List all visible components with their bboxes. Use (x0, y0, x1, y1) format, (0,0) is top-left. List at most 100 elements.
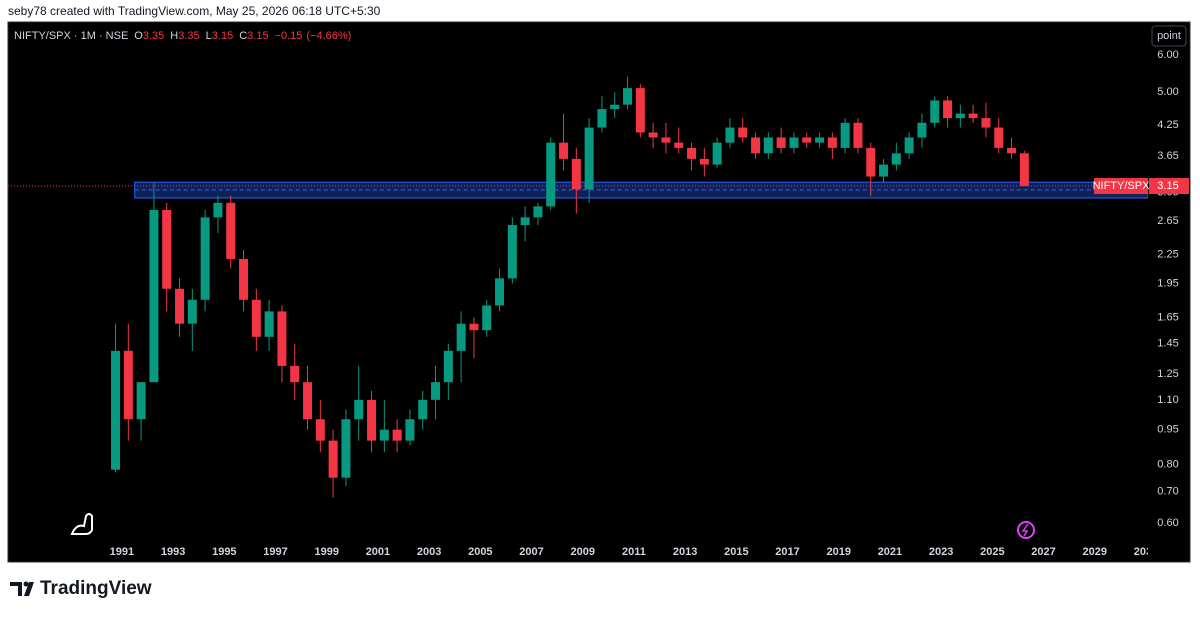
y-tick-label: 2.65 (1157, 215, 1178, 227)
x-tick-label: 2005 (468, 546, 492, 558)
candle-body (712, 142, 722, 165)
candle-body (136, 382, 146, 420)
x-tick-label: 2023 (929, 546, 953, 558)
y-tick-label: 1.10 (1157, 394, 1178, 406)
alert-icon (1017, 521, 1035, 539)
x-tick-label: 2021 (878, 546, 902, 558)
y-tick-label: 4.25 (1157, 119, 1178, 131)
y-tick-label: 0.80 (1157, 458, 1178, 470)
candle-body (917, 122, 927, 138)
candle-body (866, 147, 876, 177)
y-tick-label: 0.70 (1157, 486, 1178, 498)
candle-body (648, 132, 658, 138)
x-tick-label: 2009 (570, 546, 594, 558)
price-tag-name-bg (1094, 178, 1148, 195)
alert-bolt (1021, 523, 1029, 537)
candle-body (674, 142, 684, 148)
candle-body (264, 311, 274, 337)
y-tick-label: 6.00 (1157, 49, 1178, 61)
x-tick-label: 1997 (263, 546, 287, 558)
candle-body (469, 323, 479, 331)
x-tick-label: 2001 (366, 546, 390, 558)
x-tick-label: 2027 (1031, 546, 1055, 558)
candle-body (200, 217, 210, 300)
candle-body (904, 137, 914, 154)
x-tick-label: 2011 (622, 546, 646, 558)
brand-logo (10, 581, 34, 596)
x-tick-label: 2029 (1083, 546, 1107, 558)
candle-body (725, 127, 735, 143)
candle-body (495, 278, 505, 306)
candle-body (584, 127, 594, 190)
mode-button[interactable] (1151, 25, 1187, 47)
candle-body (623, 88, 633, 105)
candle-body (431, 382, 441, 400)
candle-body (533, 206, 543, 218)
legend-value: 3.35 (143, 30, 164, 42)
legend-key: H (170, 30, 178, 42)
x-tick-label: 2019 (827, 546, 851, 558)
candle-body (328, 440, 338, 478)
candle-body (379, 429, 389, 441)
price-tag-value: 3.15 (1157, 180, 1178, 192)
time-axis: 1991 1993 1995 1997 1999 2001 2003 2005 2007 2009… (110, 546, 1158, 558)
y-tick-label: 5.00 (1157, 86, 1178, 98)
legend-title: NIFTY/SPX · 1M · NSE (14, 30, 128, 42)
legend-value: 3.15 (247, 30, 268, 42)
candle-body (763, 137, 773, 154)
price-tag-name: NIFTY/SPX (1093, 180, 1151, 192)
candle-body (507, 225, 517, 279)
candle-body (123, 350, 133, 420)
candle-body (520, 217, 530, 226)
candle-body (930, 100, 940, 123)
y-tick-label: 2.25 (1157, 248, 1178, 260)
candle-body (968, 113, 978, 119)
mode-button-label[interactable]: point (1157, 30, 1181, 42)
brand-name: TradingView (40, 578, 152, 599)
x-tick-label: 2007 (519, 546, 543, 558)
candle-body (175, 288, 185, 324)
y-tick-label: 1.45 (1157, 338, 1178, 350)
x-tick-label: 2013 (673, 546, 697, 558)
candle-body (840, 122, 850, 148)
legend-value: 3.15 (212, 30, 233, 42)
legend-change-pct: (−4.66%) (306, 30, 351, 42)
candle-body (213, 202, 223, 218)
candle-body (943, 100, 953, 119)
candle-body (789, 137, 799, 148)
candle-body (1019, 153, 1029, 187)
brand-mark (10, 582, 22, 596)
candle-body (610, 104, 620, 110)
x-tick-label: 1991 (110, 546, 134, 558)
candle-body (802, 137, 812, 143)
candle-body (815, 137, 825, 143)
candle-body (699, 158, 709, 165)
candle-body (827, 137, 837, 148)
candle-body (571, 158, 581, 190)
candle-body (392, 429, 402, 441)
x-tick-label: 2031 (1134, 546, 1158, 558)
legend-line: NIFTY/SPX · 1M · NSE O3.35 H3.35 L3.15 C3.15… (14, 30, 351, 42)
legend-change: −0.15 (275, 30, 303, 42)
candle-body (776, 137, 786, 148)
candle-body (751, 137, 761, 154)
legend-value: 3.35 (178, 30, 199, 42)
y-tick-label: 1.25 (1157, 368, 1178, 380)
y-tick-label: 3.65 (1157, 150, 1178, 162)
candle-body (955, 113, 965, 119)
candle-body (111, 350, 121, 470)
brand-dot (23, 581, 29, 587)
y-tick-label: 0.95 (1157, 424, 1178, 436)
candle-body (277, 311, 287, 366)
candle-body (341, 419, 351, 478)
candle-body (994, 127, 1004, 148)
y-tick-label: 1.65 (1157, 311, 1178, 323)
price-tag-value-bg (1149, 178, 1189, 195)
x-tick-label: 1993 (161, 546, 185, 558)
legend-key: L (206, 30, 212, 42)
candle-body (354, 399, 364, 420)
candle-body (687, 147, 697, 159)
logo-icon (70, 513, 93, 535)
